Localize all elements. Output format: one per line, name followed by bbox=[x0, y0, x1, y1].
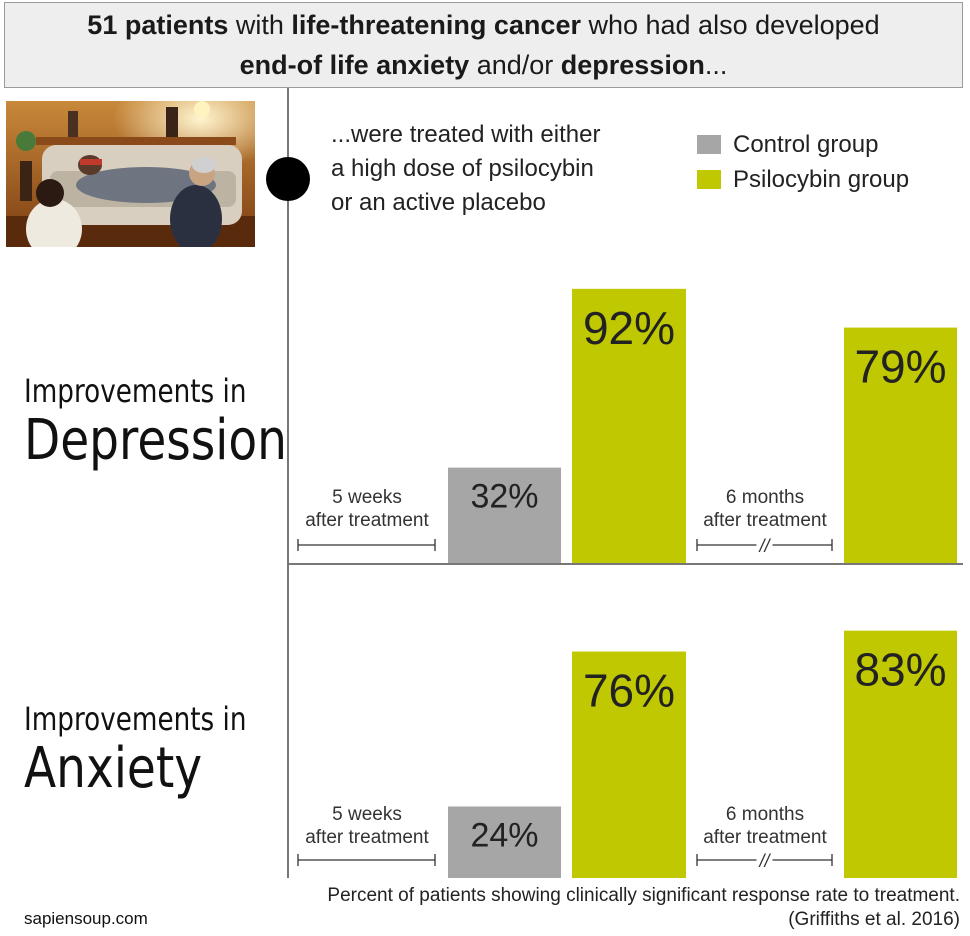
anxiety-value-label-psilo-5w: 76% bbox=[583, 665, 675, 717]
anxiety-axis-break-mark: // bbox=[757, 851, 771, 871]
period-label-line: after treatment bbox=[305, 510, 429, 531]
anxiety-heading-small: Improvements in bbox=[24, 700, 247, 738]
depression-value-label-psilo-6m: 79% bbox=[854, 341, 946, 393]
period-label-line: after treatment bbox=[703, 827, 827, 848]
anxiety-period-5-weeks: 5 weeks after treatment bbox=[287, 803, 447, 849]
intro-line-3: or an active placebo bbox=[331, 189, 546, 216]
header-line-1: 51 patients with life-threatening cancer… bbox=[87, 10, 880, 40]
legend-label-control: Control group bbox=[733, 131, 879, 158]
depression-heading-big: Depression bbox=[24, 408, 287, 473]
anxiety-period-6-months: 6 months after treatment bbox=[685, 803, 845, 849]
footnote: Percent of patients showing clinically s… bbox=[327, 884, 960, 932]
footnote-citation: (Griffiths et al. 2016) bbox=[788, 909, 960, 930]
depression-period-5-weeks: 5 weeks after treatment bbox=[287, 486, 447, 532]
legend: Control group Psilocybin group bbox=[697, 127, 909, 197]
depression-axis-break-gap bbox=[756, 542, 773, 548]
anxiety-axis-break-gap bbox=[756, 857, 773, 863]
legend-item-psilocybin: Psilocybin group bbox=[697, 162, 909, 197]
anxiety-bar-psilo-6m bbox=[844, 630, 957, 878]
depression-bar-control-5w bbox=[448, 467, 561, 563]
anxiety-value-label-psilo-6m: 83% bbox=[854, 644, 946, 696]
header-line-2: end-of life anxiety and/or depression... bbox=[239, 50, 728, 80]
panel-divider-vertical bbox=[287, 88, 289, 878]
depression-heading-small: Improvements in bbox=[24, 372, 247, 410]
period-label-line: 6 months bbox=[725, 804, 805, 825]
footnote-line-1: Percent of patients showing clinically s… bbox=[327, 885, 960, 906]
panel-divider-horizontal bbox=[287, 563, 963, 565]
depression-axis-break-mark: // bbox=[757, 536, 771, 556]
depression-value-label-control-5w: 32% bbox=[470, 478, 538, 516]
period-label-line: 5 weeks bbox=[332, 487, 402, 508]
depression-value-label-psilo-5w: 92% bbox=[583, 302, 675, 354]
legend-item-control: Control group bbox=[697, 127, 909, 162]
anxiety-bar-control-5w bbox=[448, 806, 561, 878]
therapy-session-photo bbox=[6, 101, 255, 247]
legend-swatch-control bbox=[697, 135, 721, 154]
period-label-line: 6 months bbox=[725, 487, 805, 508]
depression-bar-psilo-6m bbox=[844, 327, 957, 563]
anxiety-bar-psilo-5w bbox=[572, 651, 686, 878]
period-label-line: after treatment bbox=[305, 827, 429, 848]
intro-text: ...were treated with either a high dose … bbox=[331, 118, 600, 220]
depression-heading: Improvements in Depression bbox=[24, 372, 337, 472]
anxiety-value-label-control-5w: 24% bbox=[470, 816, 538, 854]
depression-period-6-months: 6 months after treatment bbox=[685, 486, 845, 532]
anxiety-heading-big: Anxiety bbox=[24, 736, 203, 801]
site-credit: sapiensoup.com bbox=[24, 909, 148, 928]
legend-label-psilocybin: Psilocybin group bbox=[733, 166, 910, 193]
period-label-line: after treatment bbox=[703, 510, 827, 531]
depression-bar-psilo-5w bbox=[572, 288, 686, 563]
header-banner: 51 patients with life-threatening cancer… bbox=[4, 2, 963, 88]
anxiety-heading: Improvements in Anxiety bbox=[24, 700, 295, 800]
legend-swatch-psilocybin bbox=[697, 170, 721, 189]
intro-line-2: a high dose of psilocybin bbox=[331, 155, 594, 182]
intro-line-1: ...were treated with either bbox=[331, 121, 601, 148]
bullet-dot bbox=[266, 157, 310, 201]
period-label-line: 5 weeks bbox=[332, 804, 402, 825]
